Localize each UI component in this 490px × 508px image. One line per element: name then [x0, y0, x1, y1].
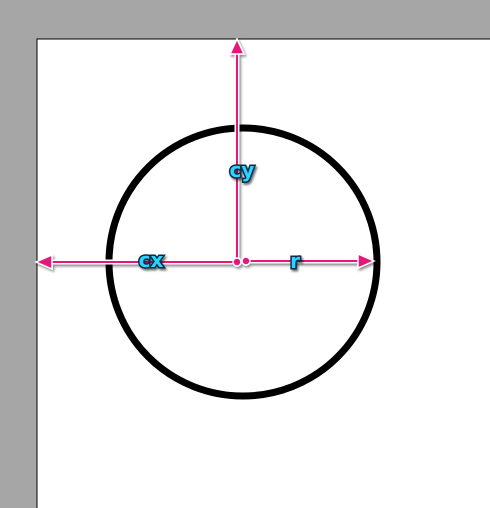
r-arrow	[246, 252, 376, 270]
arrows	[34, 37, 376, 271]
labels: cy cx r	[137, 157, 301, 275]
center-dot	[241, 256, 251, 266]
cy-arrow	[228, 37, 246, 262]
cy-label: cy	[230, 158, 255, 182]
cx-label: cx	[139, 248, 164, 272]
origin-dot	[232, 257, 242, 267]
r-label: r	[290, 249, 300, 273]
cx-arrow	[34, 253, 237, 271]
canvas-area	[36, 38, 490, 508]
